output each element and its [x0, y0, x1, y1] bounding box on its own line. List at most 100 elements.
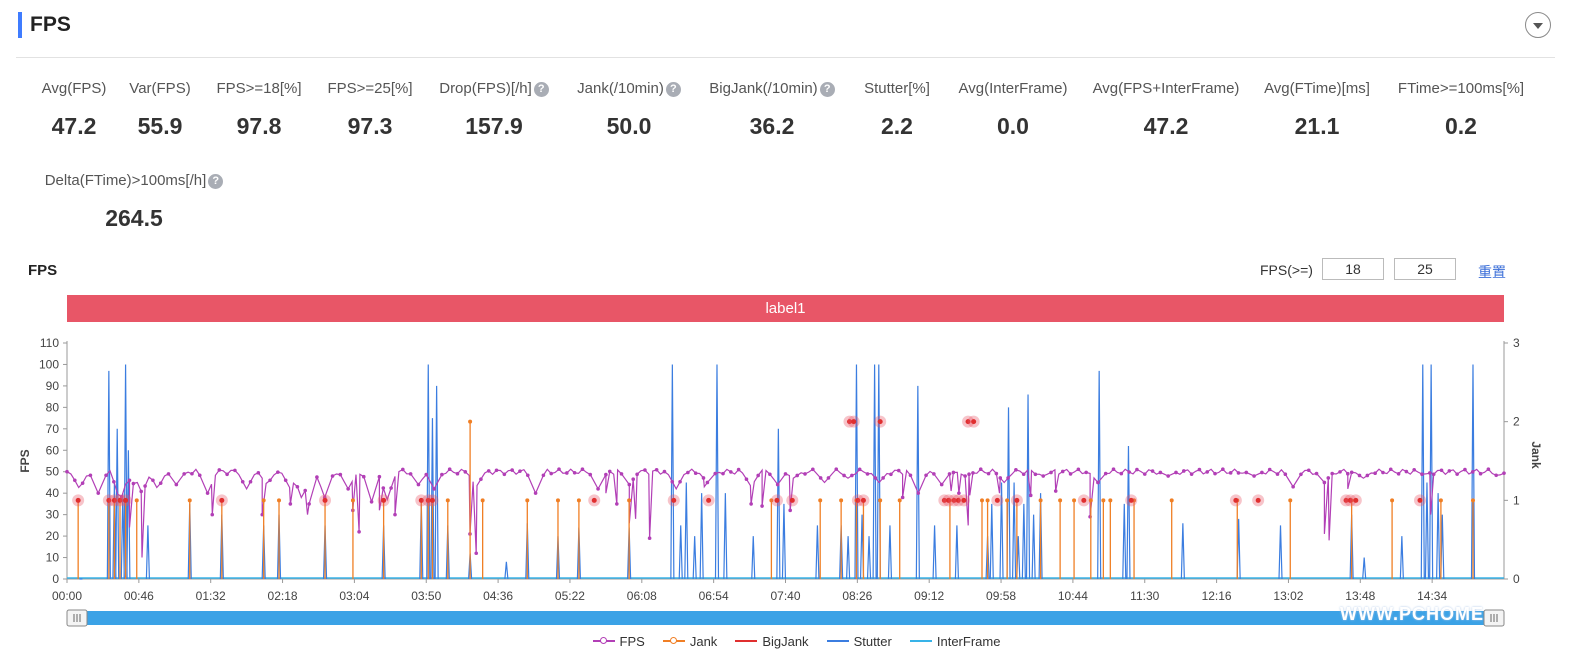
fps-point: [826, 476, 831, 480]
fps-point: [713, 471, 718, 476]
help-icon[interactable]: ?: [819, 82, 835, 97]
fps-point: [166, 472, 171, 476]
fps-point: [1213, 471, 1217, 476]
bigjank-point: [1417, 497, 1423, 503]
fps-point: [670, 479, 675, 484]
y-tick-label: 40: [46, 486, 60, 500]
collapse-toggle-icon[interactable]: [1525, 12, 1551, 38]
metric-label: Avg(FPS+InterFrame): [1056, 80, 1276, 97]
metric-label-text: Var(FPS): [129, 80, 191, 97]
fps-point: [721, 471, 725, 476]
fps-point: [1299, 472, 1303, 477]
fps-point: [1103, 471, 1108, 476]
bigjank-point: [1233, 497, 1239, 503]
reset-button[interactable]: 重置: [1478, 264, 1506, 280]
metric-value: 0.2: [1445, 113, 1477, 139]
metric-label-text: Avg(FPS+InterFrame): [1092, 80, 1240, 97]
fps-point: [330, 474, 335, 478]
bigjank-point: [955, 497, 961, 503]
jank-point: [1390, 498, 1395, 503]
fps-point: [1357, 473, 1362, 478]
fps-point: [662, 469, 667, 474]
y2-axis-title: Jank: [1529, 441, 1543, 469]
fps-threshold-high-input[interactable]: 25: [1394, 258, 1456, 280]
fps-point: [607, 469, 612, 474]
fps-point: [315, 475, 319, 479]
help-icon[interactable]: ?: [665, 82, 681, 97]
fps-point: [65, 469, 69, 474]
fps-point: [1006, 476, 1010, 480]
header-accent-bar: [18, 12, 22, 38]
label-bar[interactable]: label1: [67, 295, 1504, 322]
fps-point: [939, 482, 944, 487]
fps-point: [518, 469, 522, 473]
help-icon[interactable]: ?: [533, 82, 549, 97]
jank-point: [277, 498, 282, 503]
help-icon[interactable]: ?: [208, 174, 224, 189]
jank-point: [1072, 498, 1077, 503]
y-tick-label: 30: [46, 508, 60, 522]
fps-point: [1021, 472, 1026, 477]
legend-line-icon: [826, 640, 849, 642]
legend-label: InterFrame: [936, 634, 1001, 649]
fps-series: [66, 468, 1505, 558]
jank-point: [187, 498, 192, 503]
fps-point: [744, 477, 749, 482]
legend-item-bigjank[interactable]: BigJank: [735, 634, 809, 649]
bigjank-point: [994, 497, 1000, 503]
y-tick-label: 80: [46, 400, 60, 414]
jank-point: [818, 498, 823, 503]
legend-item-interframe[interactable]: InterFrame: [909, 634, 1001, 649]
metric-label: BigJank(/10min)?: [662, 80, 882, 97]
fps-point: [1365, 473, 1370, 478]
x-tick-label: 00:00: [52, 589, 82, 603]
fps-point: [1455, 472, 1459, 476]
fps-point: [686, 470, 690, 475]
fps-point: [1049, 470, 1053, 475]
legend-item-fps[interactable]: FPS: [592, 634, 645, 649]
x-tick-label: 10:44: [1058, 589, 1088, 603]
fps-point: [1205, 470, 1210, 474]
metric-9: Avg(FPS+InterFrame) 47.2: [1056, 80, 1276, 140]
fps-point: [978, 467, 983, 471]
metric-8: Avg(InterFrame) 0.0: [903, 80, 1123, 140]
jank-point: [878, 498, 883, 503]
fps-point: [1267, 467, 1272, 472]
fps-point: [1447, 469, 1452, 473]
metric-label: FTime>=100ms[%]: [1351, 80, 1571, 97]
metric-value: 50.0: [606, 113, 652, 139]
fps-point: [1150, 469, 1155, 473]
fps-point: [986, 471, 991, 476]
fps-point: [957, 491, 961, 495]
fps-point: [932, 472, 936, 476]
bigjank-point: [75, 497, 81, 503]
x-tick-label: 04:36: [483, 589, 513, 603]
fps-point: [447, 467, 452, 472]
fps-point: [756, 473, 760, 478]
x-tick-label: 14:34: [1417, 589, 1447, 603]
fps-point: [1330, 471, 1334, 476]
x-tick-label: 13:48: [1345, 589, 1375, 603]
metric-label-text: Jank(/10min): [577, 80, 664, 97]
fps-threshold-low-input[interactable]: 18: [1322, 258, 1384, 280]
legend-item-stutter[interactable]: Stutter: [826, 634, 892, 649]
fps-point: [1412, 467, 1416, 472]
x-tick-label: 12:16: [1202, 589, 1232, 603]
fps-point: [947, 472, 952, 476]
fps-point: [369, 499, 374, 504]
fps-point: [994, 471, 999, 476]
fps-point: [1291, 484, 1295, 489]
fps-point: [197, 473, 202, 478]
jank-point: [1038, 498, 1043, 503]
metric-label-text: BigJank(/10min): [709, 80, 818, 97]
bigjank-point: [846, 419, 852, 425]
fps-point: [896, 468, 901, 473]
legend-item-jank[interactable]: Jank: [662, 634, 717, 649]
fps-point: [486, 469, 491, 473]
metric-label-text: FPS>=25[%]: [327, 80, 413, 97]
bigjank-point: [951, 497, 957, 503]
legend-label: BigJank: [762, 634, 809, 649]
fps-point: [401, 467, 405, 472]
fps-point: [361, 474, 366, 479]
fps-point: [1189, 472, 1194, 476]
